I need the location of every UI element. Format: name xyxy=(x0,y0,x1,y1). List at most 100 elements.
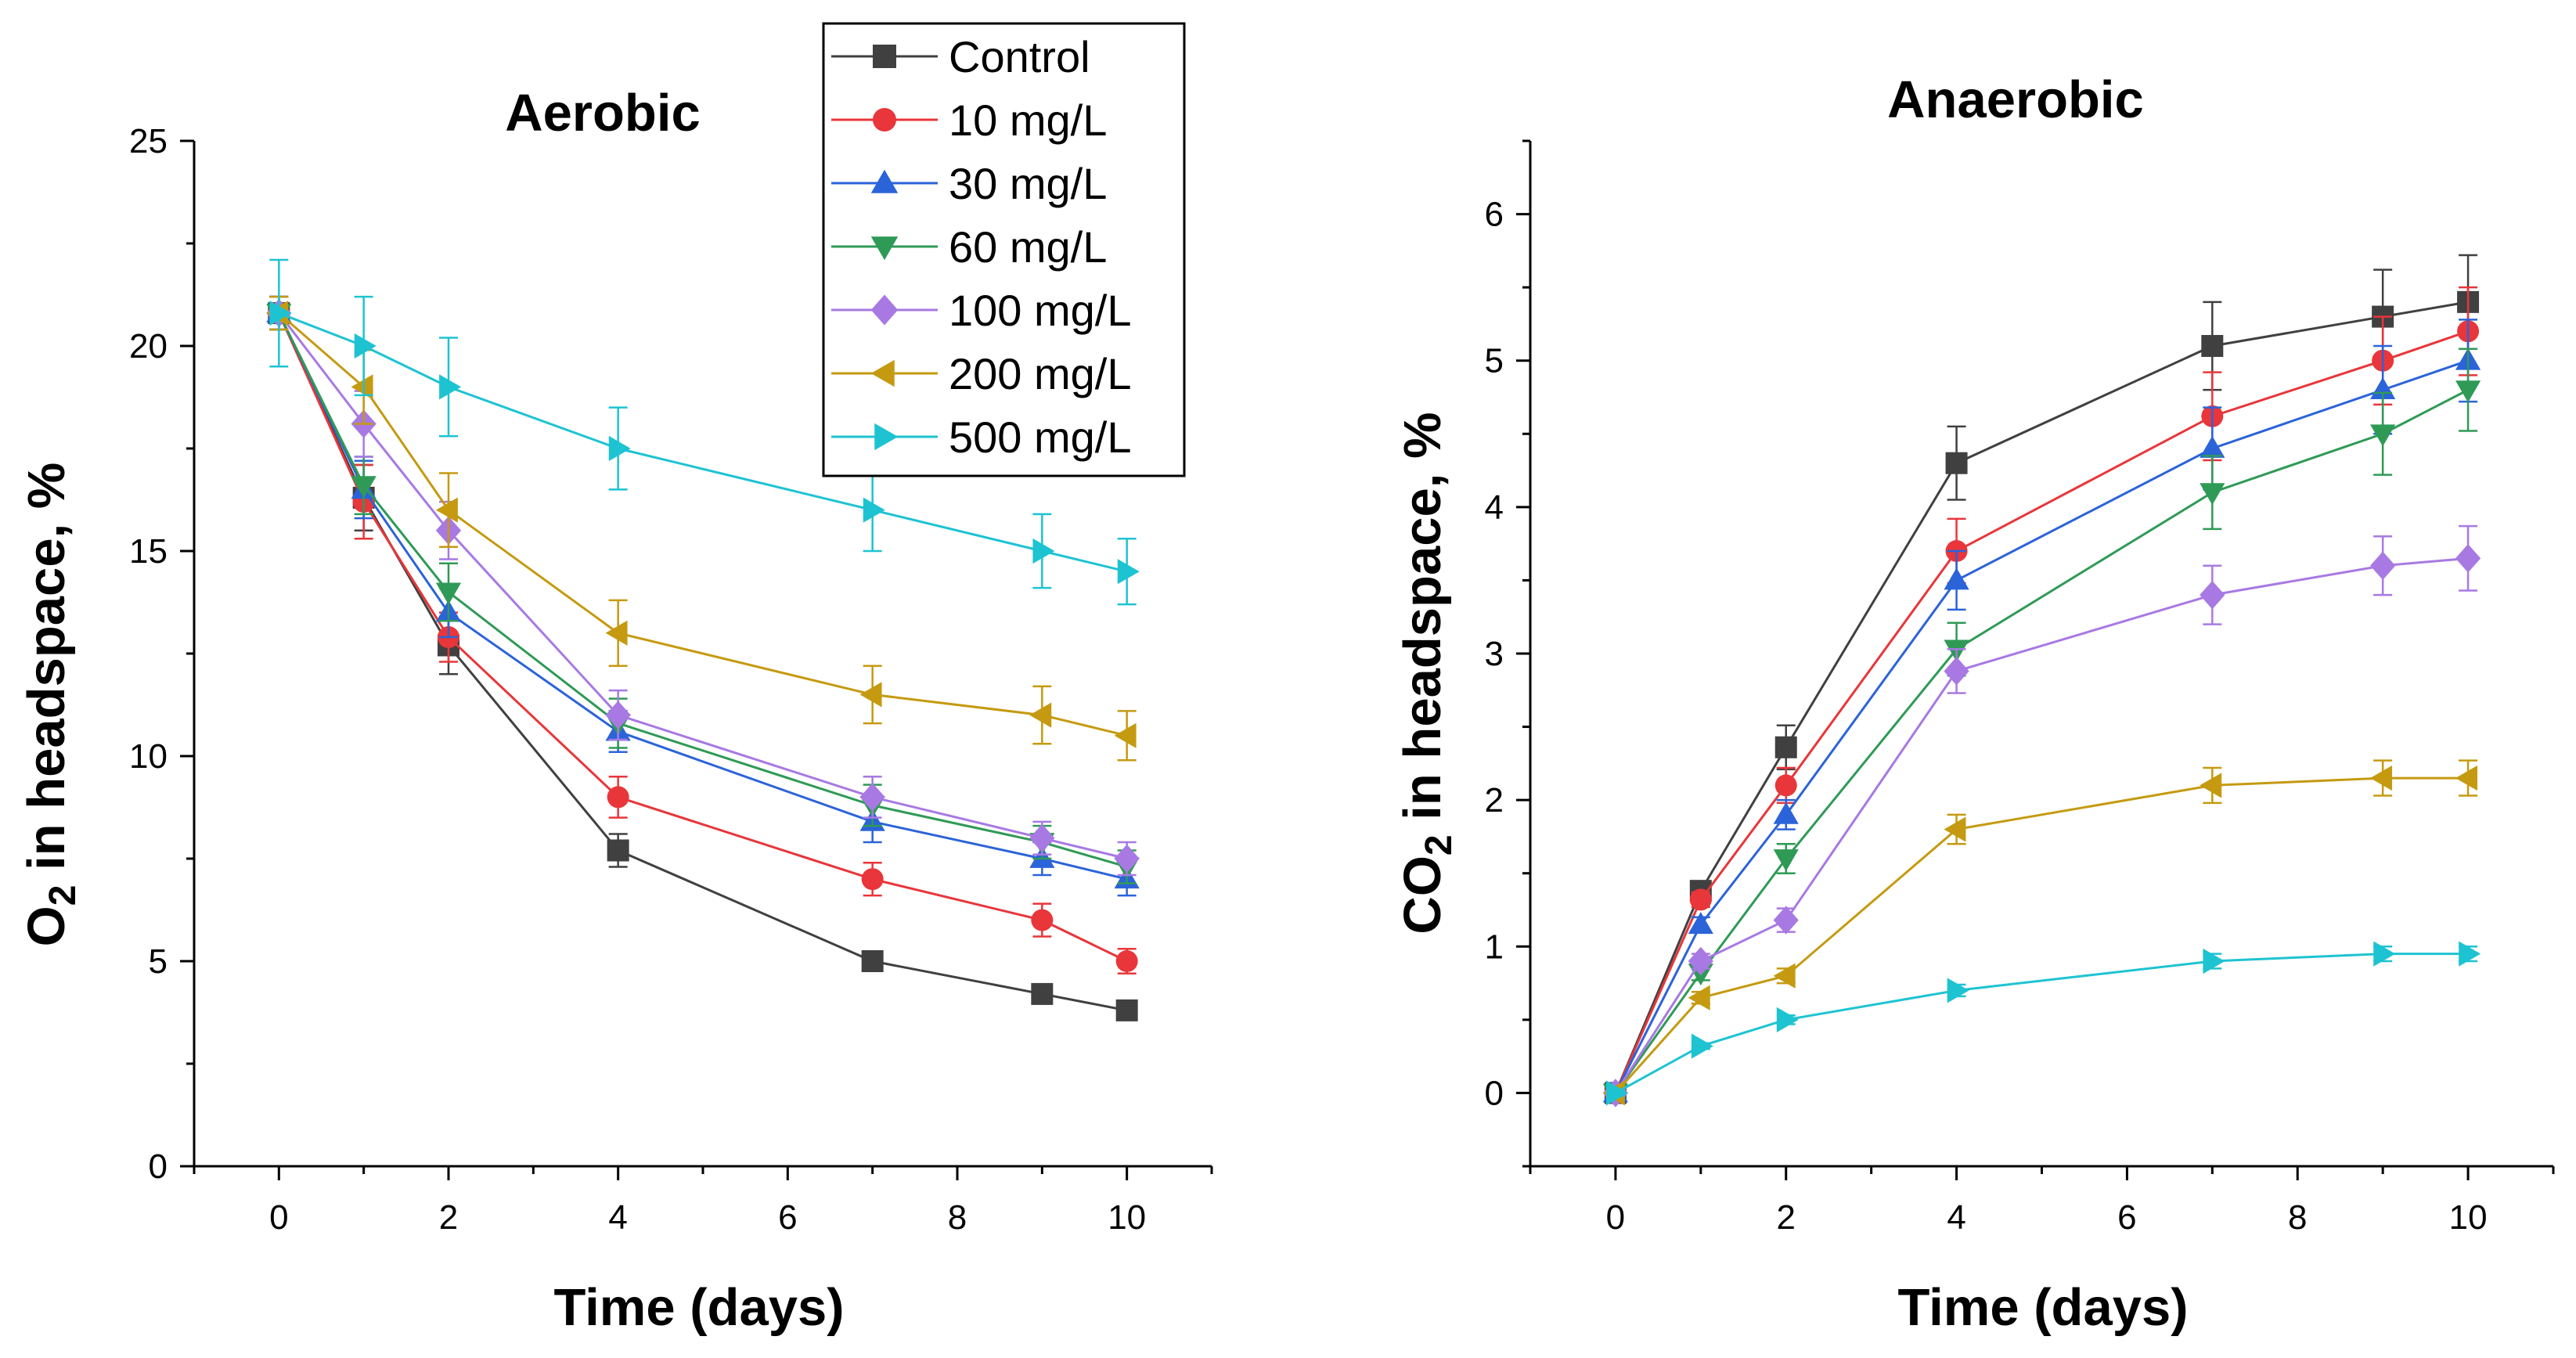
anaerobic-data-point xyxy=(2200,435,2225,458)
aerobic-data-point xyxy=(1029,823,1055,852)
aerobic-data-point xyxy=(1114,722,1137,748)
anaerobic-series-500-mg-l xyxy=(1605,941,2481,1106)
anaerobic-data-point xyxy=(1773,849,1799,872)
aerobic-data-point xyxy=(605,620,628,646)
aerobic-data-point xyxy=(859,783,885,812)
legend-marker xyxy=(874,423,899,451)
aerobic-x-tick-label: 6 xyxy=(778,1198,797,1237)
aerobic-data-point xyxy=(1032,538,1055,564)
legend-entry-60-mg-l: 60 mg/L xyxy=(831,222,1107,272)
aerobic-data-point xyxy=(435,582,462,605)
legend-marker xyxy=(870,359,895,387)
legend-entry-10-mg-l: 10 mg/L xyxy=(831,95,1107,145)
legend-entry-200-mg-l: 200 mg/L xyxy=(831,349,1132,398)
anaerobic-data-point xyxy=(1774,736,1797,758)
anaerobic-data-point xyxy=(1947,978,1969,1003)
anaerobic-series-line xyxy=(1614,330,2469,1094)
anaerobic-series-line xyxy=(1614,359,2469,1094)
anaerobic-data-point xyxy=(1773,906,1799,935)
anaerobic-data-point xyxy=(1606,1080,1629,1106)
anaerobic-title: Anaerobic xyxy=(1887,70,2144,129)
anaerobic-series-line xyxy=(1615,953,2469,1094)
aerobic-data-point xyxy=(861,950,884,972)
anaerobic-series-line xyxy=(1614,301,2469,1094)
aerobic-data-point xyxy=(354,333,376,359)
aerobic-x-tick-label: 10 xyxy=(1108,1198,1146,1237)
aerobic-data-point xyxy=(863,497,885,523)
anaerobic-series-100-mg-l xyxy=(1602,524,2481,1108)
aerobic-data-point xyxy=(435,497,458,523)
legend-marker xyxy=(873,45,896,68)
anaerobic-y-axis-label: CO2 in headspace, % xyxy=(1393,412,1460,934)
aerobic-data-point xyxy=(351,476,376,499)
anaerobic-data-point xyxy=(1688,985,1710,1010)
aerobic-data-point xyxy=(351,374,373,400)
legend-label: 10 mg/L xyxy=(949,95,1107,145)
anaerobic-x-tick-label: 8 xyxy=(2288,1198,2307,1237)
anaerobic-data-point xyxy=(1689,888,1712,911)
anaerobic-data-point xyxy=(2200,773,2222,798)
anaerobic-data-point xyxy=(1944,657,1969,686)
aerobic-y-tick-label: 0 xyxy=(149,1147,168,1186)
aerobic-x-axis-label: Time (days) xyxy=(553,1278,844,1337)
anaerobic-x-tick-label: 6 xyxy=(2117,1198,2136,1237)
legend-entry-500-mg-l: 500 mg/L xyxy=(831,412,1132,462)
aerobic-y-tick-label: 25 xyxy=(129,122,168,160)
aerobic-data-point xyxy=(607,839,629,862)
aerobic-x-tick-label: 2 xyxy=(439,1198,458,1237)
aerobic-y-tick-label: 15 xyxy=(129,532,168,571)
aerobic-data-point xyxy=(269,300,292,326)
anaerobic-x-axis-label: Time (days) xyxy=(1897,1278,2188,1337)
aerobic-data-point xyxy=(1029,702,1052,728)
anaerobic-x-tick-label: 10 xyxy=(2449,1198,2488,1237)
anaerobic-series-60-mg-l xyxy=(1602,348,2481,1106)
anaerobic-data-point xyxy=(1691,1033,1713,1059)
aerobic-data-point xyxy=(1031,982,1054,1005)
anaerobic-data-point xyxy=(2459,941,2481,967)
anaerobic-data-point xyxy=(2455,380,2481,403)
anaerobic-series-line xyxy=(1614,557,2469,1094)
anaerobic-data-point xyxy=(2200,483,2225,506)
aerobic-x-tick-label: 4 xyxy=(608,1198,627,1237)
aerobic-y-tick-label: 20 xyxy=(129,327,168,366)
anaerobic-y-tick-label: 0 xyxy=(1485,1074,1504,1112)
legend-marker xyxy=(870,294,899,326)
aerobic-data-point xyxy=(1031,909,1054,931)
anaerobic-y-tick-label: 2 xyxy=(1485,781,1504,819)
legend-entry-control: Control xyxy=(831,32,1090,81)
aerobic-y-tick-label: 10 xyxy=(129,737,168,776)
aerobic-data-point xyxy=(859,682,882,708)
aerobic-data-point xyxy=(1115,950,1138,972)
anaerobic-x-tick-label: 2 xyxy=(1777,1198,1796,1237)
aerobic-data-point xyxy=(861,868,884,891)
anaerobic-data-point xyxy=(1774,774,1797,797)
aerobic-x-tick-label: 0 xyxy=(269,1198,288,1237)
anaerobic-y-tick-label: 4 xyxy=(1485,488,1504,527)
aerobic-title: Aerobic xyxy=(505,84,700,142)
legend-label: Control xyxy=(949,32,1090,81)
legend-label: 30 mg/L xyxy=(949,159,1107,208)
aerobic-series-500-mg-l xyxy=(269,258,1140,606)
anaerobic-data-point xyxy=(2201,335,2224,357)
anaerobic-data-point xyxy=(1688,946,1713,976)
aerobic-data-point xyxy=(1115,999,1138,1021)
legend-entry-100-mg-l: 100 mg/L xyxy=(831,286,1132,335)
anaerobic-x-tick-label: 0 xyxy=(1606,1198,1625,1237)
aerobic-data-point xyxy=(439,374,462,400)
legend-entry-30-mg-l: 30 mg/L xyxy=(831,159,1107,208)
anaerobic-data-point xyxy=(2203,948,2225,974)
anaerobic-data-point xyxy=(2370,765,2393,791)
legend: Control 10 mg/L 30 mg/L 60 mg/L 100 mg/L 200 … xyxy=(822,22,1186,477)
anaerobic-data-point xyxy=(2200,580,2225,610)
aerobic-panel: Aerobic Time (days) O2 in headspace, % 0… xyxy=(17,84,1213,1337)
aerobic-x-tick-label: 8 xyxy=(948,1198,967,1237)
anaerobic-series-control xyxy=(1604,254,2480,1104)
anaerobic-data-point xyxy=(1688,912,1713,935)
anaerobic-y-tick-label: 3 xyxy=(1485,635,1504,673)
anaerobic-data-point xyxy=(1944,567,1969,590)
aerobic-data-point xyxy=(1114,844,1140,874)
anaerobic-panel: Anaerobic Time (days) CO2 in headspace, … xyxy=(1393,70,2555,1337)
anaerobic-data-point xyxy=(1773,963,1796,989)
legend-label: 200 mg/L xyxy=(949,349,1132,398)
